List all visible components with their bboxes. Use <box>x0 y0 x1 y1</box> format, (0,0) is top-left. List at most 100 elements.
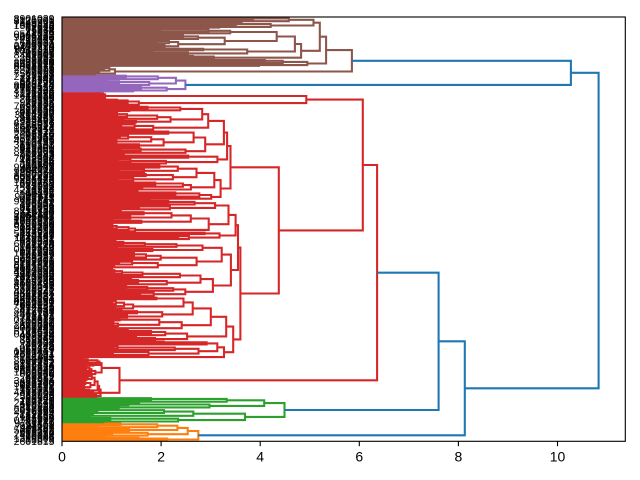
svg-text:57172: 57172 <box>25 128 54 140</box>
svg-text:277807: 277807 <box>19 72 54 84</box>
svg-text:478245: 478245 <box>19 340 54 352</box>
svg-text:77203: 77203 <box>25 65 54 77</box>
svg-text:01696: 01696 <box>25 47 54 59</box>
svg-text:116734: 116734 <box>20 204 54 216</box>
svg-text:073587: 073587 <box>19 246 54 258</box>
svg-text:003790: 003790 <box>19 55 54 67</box>
svg-text:8826372: 8826372 <box>14 120 55 132</box>
svg-text:912845: 912845 <box>19 301 54 313</box>
svg-text:20101: 20101 <box>25 140 54 152</box>
svg-text:015404: 015404 <box>19 152 54 164</box>
svg-text:319487: 319487 <box>19 423 54 435</box>
svg-text:665787: 665787 <box>19 194 54 206</box>
svg-text:874633: 874633 <box>19 303 54 315</box>
svg-text:729306: 729306 <box>19 200 54 212</box>
svg-text:922001: 922001 <box>19 143 54 155</box>
svg-text:4265651: 4265651 <box>14 297 55 309</box>
svg-text:066683: 066683 <box>19 279 54 291</box>
svg-text:372117: 372117 <box>20 125 54 137</box>
svg-text:0607104: 0607104 <box>14 243 55 255</box>
svg-text:056529: 056529 <box>19 217 54 229</box>
svg-text:1676122: 1676122 <box>14 381 55 393</box>
svg-text:000806: 000806 <box>19 160 54 172</box>
svg-text:06638: 06638 <box>25 108 54 120</box>
svg-text:45440: 45440 <box>25 241 54 253</box>
svg-text:307212: 307212 <box>19 53 54 65</box>
svg-text:9784649: 9784649 <box>14 195 55 207</box>
svg-text:8372616: 8372616 <box>14 361 55 373</box>
svg-text:5203409: 5203409 <box>14 218 55 230</box>
svg-text:2704534: 2704534 <box>14 84 55 96</box>
svg-text:89692: 89692 <box>25 54 54 66</box>
svg-text:943699: 943699 <box>19 144 54 156</box>
svg-text:1682812: 1682812 <box>14 214 55 226</box>
svg-text:101415: 101415 <box>19 249 54 261</box>
svg-text:0493720: 0493720 <box>14 41 55 53</box>
svg-text:603092: 603092 <box>19 255 54 267</box>
svg-text:984153: 984153 <box>19 300 54 312</box>
svg-text:83016: 83016 <box>25 434 54 446</box>
svg-text:6019528: 6019528 <box>14 81 55 93</box>
svg-text:34236: 34236 <box>25 413 54 425</box>
svg-text:62057: 62057 <box>25 374 54 386</box>
svg-text:0565630: 0565630 <box>14 260 55 272</box>
svg-text:5443732: 5443732 <box>14 228 55 240</box>
svg-text:68443: 68443 <box>25 150 54 162</box>
svg-text:372159: 372159 <box>19 402 54 414</box>
svg-text:534121: 534121 <box>19 112 54 124</box>
svg-text:44660: 44660 <box>25 92 54 104</box>
svg-text:7723267: 7723267 <box>14 231 55 243</box>
svg-text:00009: 00009 <box>25 38 54 50</box>
svg-text:8477718: 8477718 <box>14 306 55 318</box>
svg-text:923969: 923969 <box>19 201 54 213</box>
svg-text:878017: 878017 <box>19 365 54 377</box>
svg-text:5043103: 5043103 <box>14 222 55 234</box>
svg-text:58567: 58567 <box>25 95 54 107</box>
svg-text:814449: 814449 <box>19 229 54 241</box>
svg-text:61221: 61221 <box>25 285 54 297</box>
svg-text:11311: 11311 <box>27 351 55 363</box>
svg-text:5136134: 5136134 <box>14 359 55 371</box>
svg-text:3816133: 3816133 <box>14 139 55 151</box>
svg-text:909378: 909378 <box>19 426 54 438</box>
svg-text:8230751: 8230751 <box>14 16 55 28</box>
svg-text:256748: 256748 <box>19 87 54 99</box>
svg-text:55977: 55977 <box>25 36 54 48</box>
svg-text:79244: 79244 <box>25 408 54 420</box>
svg-text:6143653: 6143653 <box>14 262 55 274</box>
svg-text:2819482: 2819482 <box>14 429 55 441</box>
svg-text:68157: 68157 <box>25 132 54 144</box>
svg-text:4390084: 4390084 <box>14 266 55 278</box>
svg-text:8117320: 8117320 <box>14 44 54 56</box>
svg-text:4231594: 4231594 <box>14 184 55 196</box>
svg-text:167232: 167232 <box>19 357 54 369</box>
svg-text:4499207: 4499207 <box>14 309 55 321</box>
svg-text:8502739: 8502739 <box>14 170 55 182</box>
svg-text:215267: 215267 <box>19 34 54 46</box>
svg-text:46557: 46557 <box>25 251 54 263</box>
svg-text:9029496: 9029496 <box>14 31 55 43</box>
svg-text:00095: 00095 <box>25 169 54 181</box>
svg-text:390996: 390996 <box>19 432 54 444</box>
svg-text:836236: 836236 <box>19 235 54 247</box>
svg-text:016849: 016849 <box>19 331 54 343</box>
svg-text:417047: 417047 <box>19 304 54 316</box>
svg-text:2601815: 2601815 <box>14 436 55 448</box>
svg-text:486546: 486546 <box>19 176 54 188</box>
svg-text:8689064: 8689064 <box>14 57 55 69</box>
svg-text:68282: 68282 <box>25 372 54 384</box>
svg-text:73949: 73949 <box>25 181 54 193</box>
svg-text:935575: 935575 <box>19 236 54 248</box>
svg-text:4932573: 4932573 <box>14 116 55 128</box>
svg-text:346853: 346853 <box>19 292 54 304</box>
svg-text:22279: 22279 <box>25 369 54 381</box>
svg-text:6174833: 6174833 <box>14 326 55 338</box>
svg-text:10928: 10928 <box>25 400 54 412</box>
svg-text:353265: 353265 <box>19 334 54 346</box>
svg-text:212233: 212233 <box>19 409 54 421</box>
svg-text:7602077: 7602077 <box>14 299 55 311</box>
svg-text:684656: 684656 <box>19 410 54 422</box>
svg-text:923275: 923275 <box>19 78 54 90</box>
svg-text:154728: 154728 <box>19 395 54 407</box>
svg-text:4: 4 <box>256 449 264 465</box>
